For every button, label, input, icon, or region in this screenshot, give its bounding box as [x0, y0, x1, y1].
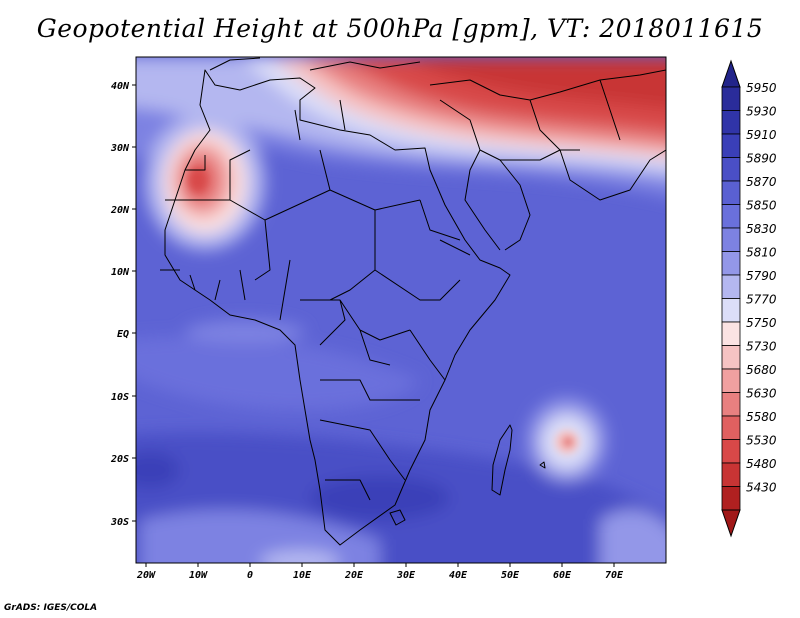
colorbar-swatch	[721, 486, 741, 511]
lat-tick-label: 20N	[110, 205, 130, 216]
lat-tick-label: 30N	[110, 143, 130, 154]
coastlines	[160, 57, 666, 546]
colorbar-label: 5430	[746, 481, 777, 495]
colorbar-swatch	[721, 392, 741, 417]
colorbar-swatch	[721, 133, 741, 158]
lat-tick-label: 10S	[111, 392, 129, 403]
lon-tick-label: 70E	[605, 570, 624, 581]
colorbar-bottom-arrow	[721, 509, 741, 538]
lon-labels: 20W 10W 0 10E 20E 30E 40E 50E 60E 70E	[136, 570, 624, 581]
colorbar-swatch	[721, 321, 741, 346]
colorbar-top-arrow	[721, 59, 741, 88]
lat-labels: 40N 30N 20N 10N EQ 10S 20S 30S	[110, 81, 130, 528]
colorbar-label: 5930	[746, 105, 777, 119]
lon-tick-label: 10W	[189, 570, 208, 581]
colorbar: 5950 5930 5910 5890 5870 5850 5830 5810 5790 5770…	[721, 59, 777, 538]
colorbar-swatch	[721, 298, 741, 323]
colorbar-label: 5530	[746, 434, 777, 448]
lon-tick-label: 40E	[449, 570, 468, 581]
colorbar-swatch	[721, 345, 741, 370]
colorbar-swatch	[721, 86, 741, 111]
colorbar-swatch	[721, 157, 741, 182]
lon-tick-label: 0	[247, 570, 253, 581]
colorbar-label: 5630	[746, 387, 777, 401]
lat-tick-label: 10N	[111, 267, 130, 278]
lat-tick-label: 30S	[110, 517, 129, 528]
grads-credit: GrADS: IGES/COLA	[4, 603, 98, 613]
colorbar-swatch	[721, 415, 741, 440]
colorbar-label: 5770	[746, 293, 777, 307]
colorbar-label: 5790	[746, 269, 777, 283]
plot-frame	[135, 56, 667, 564]
colorbar-swatch	[721, 439, 741, 464]
lon-tick-label: 20E	[344, 570, 364, 581]
lat-tick-label: 20S	[110, 454, 129, 465]
colorbar-swatch	[721, 462, 741, 487]
colorbar-label: 5750	[746, 316, 777, 330]
colorbar-label: 5950	[746, 81, 777, 95]
colorbar-swatch	[721, 368, 741, 393]
lon-tick-label: 60E	[553, 570, 572, 581]
colorbar-swatch	[721, 110, 741, 135]
colorbar-label: 5730	[746, 340, 777, 354]
colorbar-swatch	[721, 227, 741, 252]
colorbar-label: 5850	[746, 199, 777, 213]
height-field	[136, 57, 666, 563]
lat-tick-label: 40N	[111, 81, 130, 92]
lon-tick-label: 30E	[396, 570, 416, 581]
colorbar-swatch	[721, 180, 741, 205]
colorbar-label: 5480	[746, 457, 777, 471]
lon-tick-label: 20W	[136, 570, 156, 581]
lat-tick-label: EQ	[117, 329, 129, 340]
colorbar-label: 5870	[746, 175, 777, 189]
colorbar-label: 5680	[746, 363, 777, 377]
lon-tick-label: 50E	[501, 570, 520, 581]
colorbar-label: 5830	[746, 222, 777, 236]
colorbar-swatch	[721, 204, 741, 229]
colorbar-swatch	[721, 274, 741, 299]
colorbar-swatch	[721, 251, 741, 276]
colorbar-label: 5810	[746, 246, 777, 260]
ticks	[132, 84, 615, 567]
map-title: Geopotential Height at 500hPa [gpm], VT:…	[36, 14, 764, 43]
colorbar-label: 5890	[746, 152, 777, 166]
colorbar-label: 5910	[746, 128, 777, 142]
lon-tick-label: 10E	[293, 570, 312, 581]
colorbar-label: 5580	[746, 410, 777, 424]
